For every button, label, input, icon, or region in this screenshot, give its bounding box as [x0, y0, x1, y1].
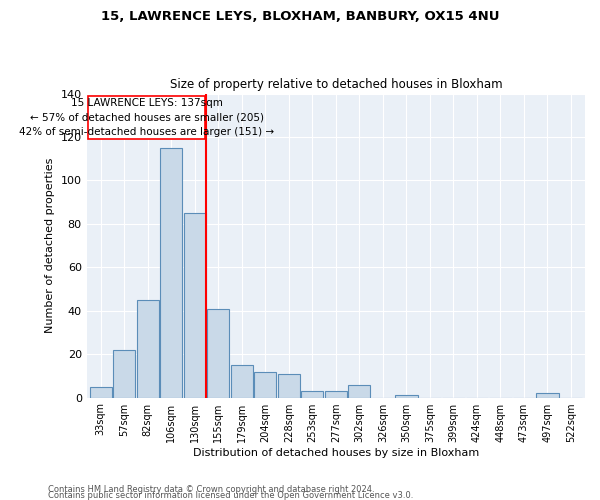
- Bar: [184, 213, 206, 398]
- Bar: [113, 350, 136, 398]
- Bar: [395, 396, 418, 398]
- Bar: [325, 391, 347, 398]
- Text: Contains HM Land Registry data © Crown copyright and database right 2024.: Contains HM Land Registry data © Crown c…: [48, 484, 374, 494]
- Bar: [536, 393, 559, 398]
- Bar: [137, 300, 159, 398]
- Title: Size of property relative to detached houses in Bloxham: Size of property relative to detached ho…: [170, 78, 502, 91]
- Bar: [254, 372, 277, 398]
- Bar: [230, 365, 253, 398]
- Text: 15 LAWRENCE LEYS: 137sqm: 15 LAWRENCE LEYS: 137sqm: [71, 98, 223, 108]
- Bar: [160, 148, 182, 398]
- Bar: [278, 374, 300, 398]
- Bar: [348, 384, 370, 398]
- Bar: [207, 308, 229, 398]
- X-axis label: Distribution of detached houses by size in Bloxham: Distribution of detached houses by size …: [193, 448, 479, 458]
- Text: Contains public sector information licensed under the Open Government Licence v3: Contains public sector information licen…: [48, 490, 413, 500]
- Bar: [301, 391, 323, 398]
- Bar: [89, 386, 112, 398]
- Text: 15, LAWRENCE LEYS, BLOXHAM, BANBURY, OX15 4NU: 15, LAWRENCE LEYS, BLOXHAM, BANBURY, OX1…: [101, 10, 499, 23]
- Text: ← 57% of detached houses are smaller (205): ← 57% of detached houses are smaller (20…: [29, 112, 263, 122]
- Y-axis label: Number of detached properties: Number of detached properties: [45, 158, 55, 334]
- Text: 42% of semi-detached houses are larger (151) →: 42% of semi-detached houses are larger (…: [19, 127, 274, 137]
- FancyBboxPatch shape: [88, 96, 205, 139]
